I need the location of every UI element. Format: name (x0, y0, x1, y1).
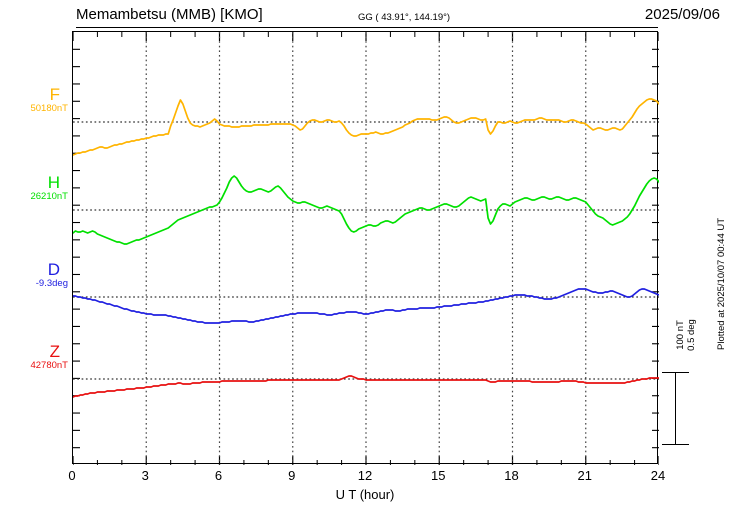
x-tick-label: 9 (288, 468, 296, 483)
x-tick-label: 12 (357, 468, 373, 483)
x-tick-label: 18 (504, 468, 519, 483)
scale-bar-bottom-cap (662, 444, 689, 446)
station-title: Memambetsu (MMB) [KMO] (76, 6, 263, 23)
scale-bar-label-deg: 0.5 deg (686, 319, 697, 351)
trace-d (73, 288, 659, 324)
x-tick-label: 3 (141, 468, 149, 483)
magnetogram-svg (73, 32, 659, 465)
x-tick-label: 21 (577, 468, 592, 483)
scale-bar-line (675, 372, 677, 444)
component-letter-z: Z (49, 342, 60, 361)
x-tick-label: 0 (68, 468, 76, 483)
magnetogram-plot-area (72, 31, 659, 465)
component-traces (73, 98, 659, 398)
trace-f (73, 98, 659, 156)
x-tick-label: 24 (650, 468, 666, 483)
component-baseline-value-d: -9.3deg (35, 278, 68, 289)
component-baseline-value-f: 50180nT (30, 103, 68, 114)
plotted-at-timestamp: Plotted at 2025/10/07 00:44 UT (716, 217, 727, 350)
x-tick-label: 15 (431, 468, 446, 483)
trace-z (73, 375, 659, 398)
component-letter-h: H (47, 173, 60, 192)
vertical-gridlines (145, 32, 587, 465)
component-letter-d: D (47, 260, 60, 279)
header-divider (76, 27, 658, 28)
component-baseline-value-z: 42780nT (30, 360, 68, 371)
x-axis-tick-marks (73, 32, 659, 465)
x-axis-title: U T (hour) (335, 487, 395, 502)
observation-date: 2025/09/06 (644, 6, 720, 23)
geographic-coordinates: GG ( 43.91°, 144.19°) (358, 12, 451, 23)
x-tick-label: 6 (214, 468, 223, 483)
component-baseline-value-h: 26210nT (30, 191, 68, 202)
trace-h (73, 175, 659, 245)
component-baselines (73, 121, 659, 380)
component-letter-f: F (49, 85, 60, 104)
